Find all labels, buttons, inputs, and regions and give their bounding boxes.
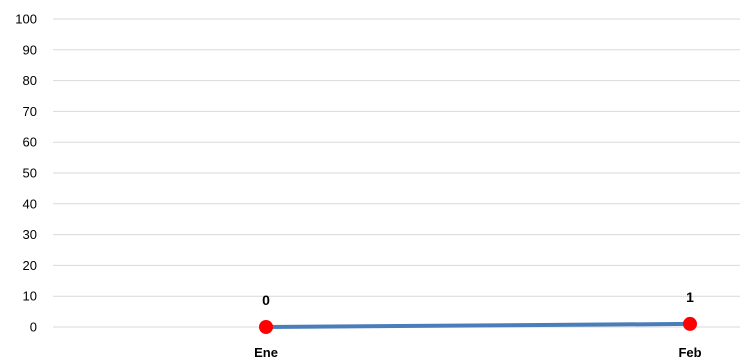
data-value-label: 1 xyxy=(686,289,694,305)
y-axis-tick-labels: 0 10 20 30 40 50 60 70 80 90 100 xyxy=(15,12,37,335)
y-tick-label: 60 xyxy=(23,135,37,150)
data-point-marker xyxy=(683,316,697,331)
gridlines xyxy=(53,18,740,328)
y-tick-label: 90 xyxy=(23,42,37,57)
y-tick-label: 80 xyxy=(23,73,37,88)
y-tick-label: 70 xyxy=(23,104,37,119)
y-tick-label: 20 xyxy=(23,258,37,273)
series-layer xyxy=(259,316,697,334)
x-axis-category-labels: Ene Feb xyxy=(254,345,702,360)
series-line xyxy=(264,321,692,329)
x-category-label: Ene xyxy=(254,345,278,360)
y-tick-label: 0 xyxy=(30,320,37,335)
data-point-marker xyxy=(259,320,273,334)
y-tick-label: 30 xyxy=(23,227,37,242)
data-value-label: 0 xyxy=(262,292,270,308)
y-tick-label: 10 xyxy=(23,289,37,304)
y-tick-label: 50 xyxy=(23,166,37,181)
y-tick-label: 100 xyxy=(15,12,37,27)
x-category-label: Feb xyxy=(678,345,701,360)
y-tick-label: 40 xyxy=(23,196,37,211)
